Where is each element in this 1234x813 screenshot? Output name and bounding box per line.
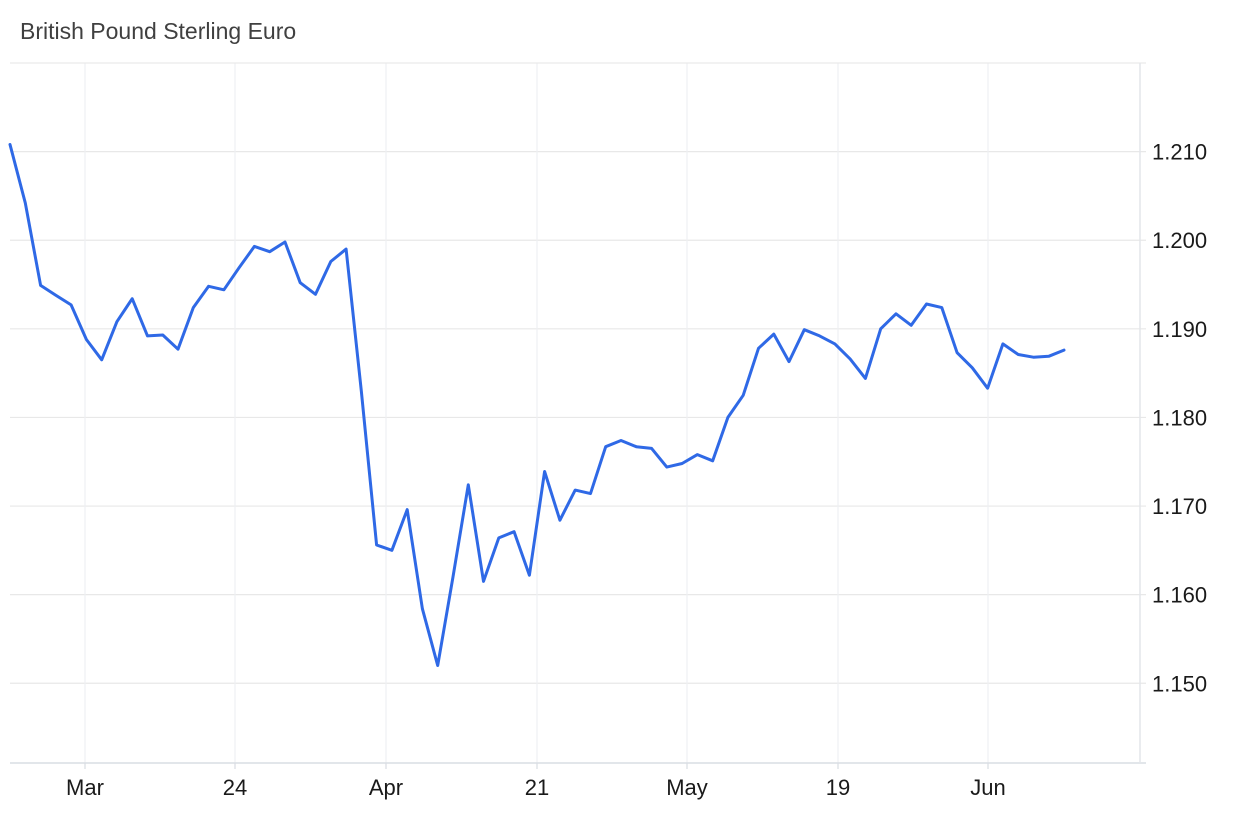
y-tick-label: 1.190 (1152, 317, 1207, 342)
x-tick-label: May (666, 775, 708, 800)
y-tick-label: 1.210 (1152, 140, 1207, 165)
series-line (8, 143, 1066, 667)
chart-title: British Pound Sterling Euro (20, 18, 297, 44)
x-tick-label: 19 (826, 775, 850, 800)
x-tick-label: Apr (369, 775, 403, 800)
y-tick-label: 1.150 (1152, 671, 1207, 696)
x-tick-label: Jun (970, 775, 1005, 800)
x-tick-label: 24 (223, 775, 247, 800)
y-axis-ticks: 1.150 1.160 1.170 1.180 1.190 1.200 1.210 (1152, 140, 1207, 697)
gridlines (10, 63, 1146, 763)
y-tick-label: 1.200 (1152, 228, 1207, 253)
x-tick-label: Mar (66, 775, 104, 800)
y-tick-label: 1.170 (1152, 494, 1207, 519)
x-axis-ticks: Mar 24 Apr 21 May 19 Jun (66, 775, 1006, 800)
y-tick-label: 1.180 (1152, 405, 1207, 430)
x-tick-label: 21 (525, 775, 549, 800)
chart-axes (10, 62, 1146, 769)
series-lines (8, 143, 1066, 667)
y-tick-label: 1.160 (1152, 583, 1207, 608)
